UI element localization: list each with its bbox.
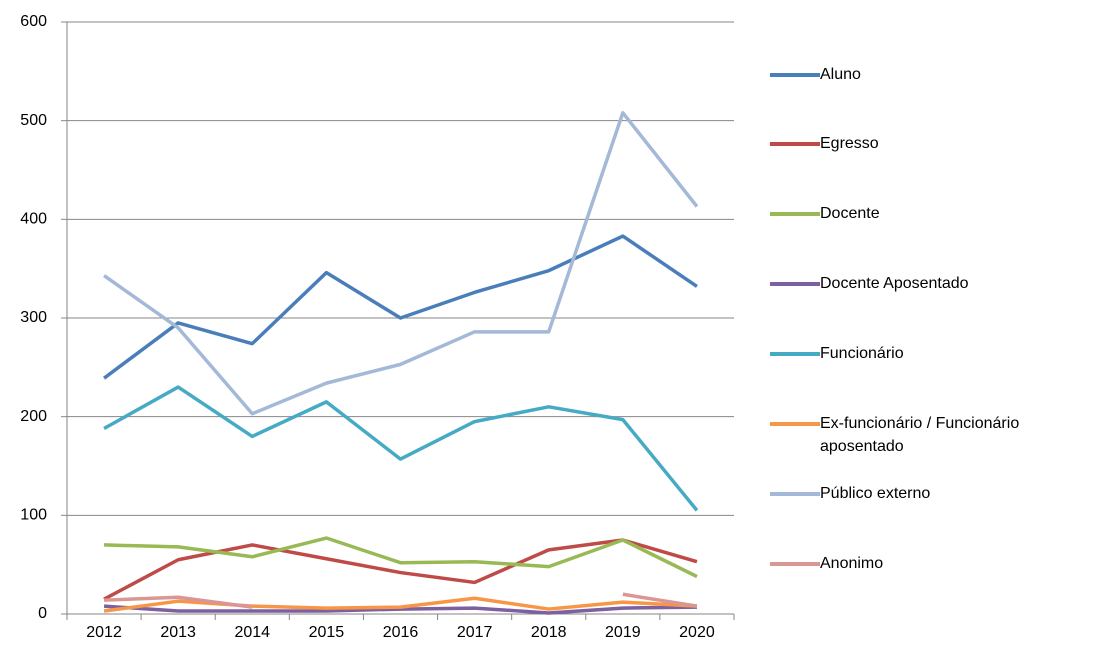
legend-item: Público externo bbox=[770, 482, 1090, 505]
legend-item: Docente bbox=[770, 202, 1090, 225]
legend-item: Aluno bbox=[770, 63, 1090, 86]
y-tick-label: 100 bbox=[20, 507, 47, 524]
legend-swatch bbox=[770, 73, 820, 77]
series-line bbox=[103, 538, 698, 601]
legend-swatch bbox=[770, 352, 820, 356]
x-tick-label: 2020 bbox=[679, 624, 715, 641]
legend-label: Funcionário bbox=[820, 345, 904, 362]
legend-label: Docente bbox=[820, 205, 880, 222]
series-line bbox=[103, 596, 698, 613]
legend-swatch bbox=[770, 422, 820, 426]
y-tick-label: 300 bbox=[20, 309, 47, 326]
legend-swatch bbox=[770, 282, 820, 286]
y-tick-label: 400 bbox=[20, 211, 47, 228]
legend-label: Docente Aposentado bbox=[820, 275, 969, 292]
legend-item: Funcionário bbox=[770, 342, 1090, 365]
x-tick-label: 2014 bbox=[234, 624, 270, 641]
series-line bbox=[103, 234, 698, 380]
series-line bbox=[103, 604, 697, 615]
y-tick-label: 200 bbox=[20, 408, 47, 425]
y-tick-label: 600 bbox=[20, 13, 47, 30]
x-tick-label: 2013 bbox=[160, 624, 196, 641]
x-tick-label: 2019 bbox=[605, 624, 641, 641]
legend-item: Docente Aposentado bbox=[770, 272, 1090, 295]
legend-item: Egresso bbox=[770, 132, 1090, 155]
y-tick-label: 500 bbox=[20, 112, 47, 129]
series-line bbox=[103, 111, 699, 416]
legend-swatch bbox=[770, 492, 820, 496]
series-line bbox=[103, 385, 699, 512]
x-tick-label: 2016 bbox=[383, 624, 419, 641]
x-tick-label: 2012 bbox=[86, 624, 122, 641]
x-tick-label: 2018 bbox=[531, 624, 567, 641]
legend-label: Egresso bbox=[820, 135, 879, 152]
legend-swatch bbox=[770, 562, 820, 566]
x-tick-label: 2017 bbox=[457, 624, 493, 641]
series-line bbox=[104, 536, 698, 579]
y-tick-label: 0 bbox=[38, 605, 47, 622]
legend-swatch bbox=[770, 142, 820, 146]
legend-label: Anonimo bbox=[820, 555, 884, 572]
legend-label: Ex-funcionário / Funcionário aposentado bbox=[820, 415, 1020, 455]
x-tick-label: 2015 bbox=[309, 624, 345, 641]
series-line bbox=[103, 592, 698, 609]
legend-label: Público externo bbox=[820, 485, 931, 502]
legend-item: Anonimo bbox=[770, 552, 1090, 575]
legend-swatch bbox=[770, 212, 820, 216]
legend-label: Aluno bbox=[820, 66, 861, 83]
legend-item: Ex-funcionário / Funcionário aposentado bbox=[770, 412, 1090, 458]
